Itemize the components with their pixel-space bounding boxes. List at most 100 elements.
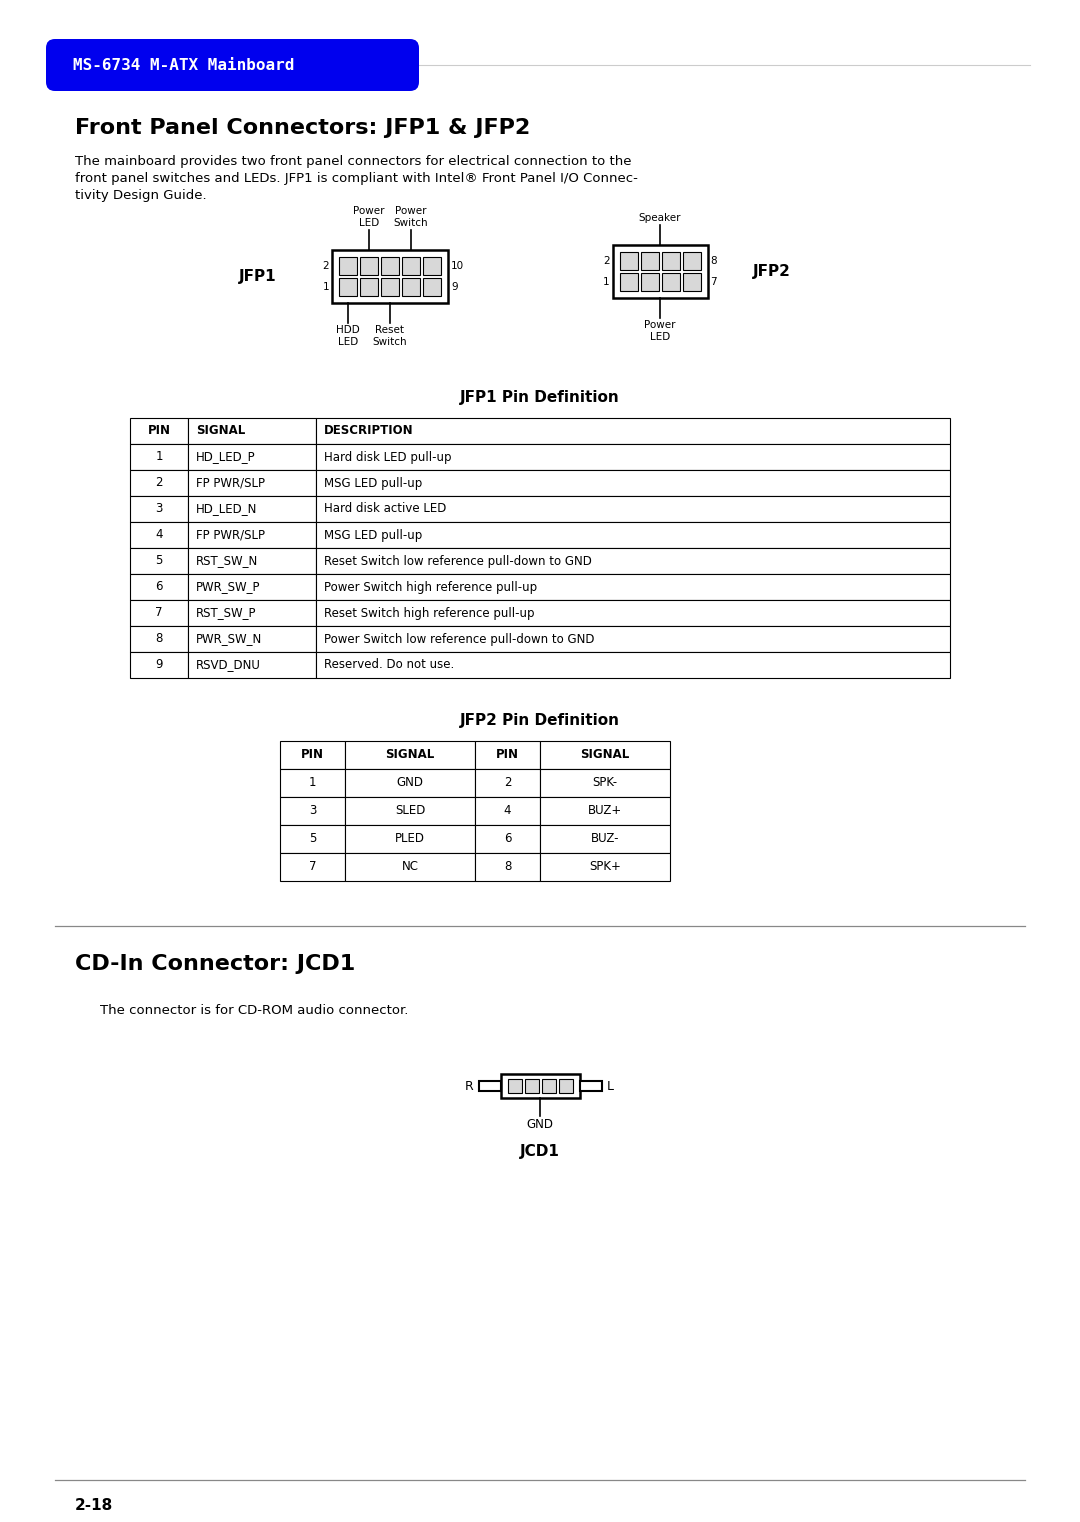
Text: JFP1 Pin Definition: JFP1 Pin Definition <box>460 390 620 405</box>
Bar <box>339 257 357 275</box>
Bar <box>316 548 950 574</box>
Text: 6: 6 <box>503 833 511 846</box>
Bar <box>280 769 345 798</box>
Text: tivity Design Guide.: tivity Design Guide. <box>75 189 206 202</box>
Bar <box>640 253 659 269</box>
Text: 5: 5 <box>156 554 163 568</box>
Bar <box>188 626 316 651</box>
Text: 6: 6 <box>156 580 163 594</box>
Text: 10: 10 <box>451 260 464 271</box>
Bar <box>540 852 670 881</box>
Text: NC: NC <box>402 860 419 874</box>
Text: JFP2 Pin Definition: JFP2 Pin Definition <box>460 712 620 728</box>
Bar <box>316 496 950 522</box>
Bar <box>640 272 659 291</box>
FancyBboxPatch shape <box>46 40 419 91</box>
Text: 7: 7 <box>309 860 316 874</box>
Text: 1: 1 <box>322 282 329 292</box>
Bar <box>540 741 670 769</box>
Bar <box>360 257 378 275</box>
Bar <box>188 496 316 522</box>
Text: MSG LED pull-up: MSG LED pull-up <box>324 528 422 542</box>
Bar <box>360 279 378 295</box>
Bar <box>130 651 188 677</box>
Text: 8: 8 <box>156 633 163 645</box>
Bar <box>332 250 448 303</box>
Text: HD_LED_N: HD_LED_N <box>195 502 257 516</box>
Text: SIGNAL: SIGNAL <box>580 749 630 761</box>
Bar <box>188 548 316 574</box>
Bar <box>316 444 950 470</box>
Text: 1: 1 <box>603 277 609 288</box>
Text: 3: 3 <box>309 805 316 817</box>
Text: The connector is for CD-ROM audio connector.: The connector is for CD-ROM audio connec… <box>100 1005 408 1017</box>
Text: FP PWR/SLP: FP PWR/SLP <box>195 476 265 490</box>
Text: 2: 2 <box>156 476 163 490</box>
Bar <box>540 769 670 798</box>
Text: Power
LED: Power LED <box>353 207 384 228</box>
Bar <box>580 1081 602 1091</box>
Bar <box>402 257 420 275</box>
Bar <box>423 279 441 295</box>
Bar <box>381 257 399 275</box>
Bar <box>475 741 540 769</box>
Text: PIN: PIN <box>301 749 324 761</box>
Text: 8: 8 <box>711 256 717 266</box>
Text: BUZ-: BUZ- <box>591 833 619 846</box>
Text: MSG LED pull-up: MSG LED pull-up <box>324 476 422 490</box>
Bar <box>661 272 679 291</box>
Bar <box>188 470 316 496</box>
Bar <box>188 444 316 470</box>
Text: 2: 2 <box>503 776 511 790</box>
Bar <box>280 798 345 825</box>
Bar <box>316 651 950 677</box>
Bar <box>508 1079 522 1093</box>
Bar <box>683 272 701 291</box>
Text: front panel switches and LEDs. JFP1 is compliant with Intel® Front Panel I/O Con: front panel switches and LEDs. JFP1 is c… <box>75 172 638 186</box>
Bar <box>475 825 540 852</box>
Bar <box>280 825 345 852</box>
Bar <box>558 1079 572 1093</box>
Bar <box>130 522 188 548</box>
Bar <box>541 1079 555 1093</box>
Bar <box>661 253 679 269</box>
Bar <box>188 574 316 600</box>
Bar <box>475 852 540 881</box>
Text: Power
LED: Power LED <box>645 320 676 341</box>
Bar <box>683 253 701 269</box>
Bar <box>620 253 637 269</box>
Bar <box>316 626 950 651</box>
Text: Reserved. Do not use.: Reserved. Do not use. <box>324 659 455 671</box>
Bar <box>188 651 316 677</box>
Text: HD_LED_P: HD_LED_P <box>195 451 256 464</box>
Text: Power Switch high reference pull-up: Power Switch high reference pull-up <box>324 580 537 594</box>
Text: PLED: PLED <box>395 833 426 846</box>
Text: HDD
LED: HDD LED <box>336 326 360 347</box>
Text: GND: GND <box>396 776 423 790</box>
Bar <box>345 741 475 769</box>
Bar <box>540 825 670 852</box>
Text: SPK+: SPK+ <box>589 860 621 874</box>
Bar <box>188 419 316 444</box>
Bar <box>345 798 475 825</box>
Text: RST_SW_N: RST_SW_N <box>195 554 258 568</box>
Bar <box>316 419 950 444</box>
Text: 9: 9 <box>451 282 458 292</box>
Bar <box>130 574 188 600</box>
Bar <box>525 1079 539 1093</box>
Bar <box>316 522 950 548</box>
Bar <box>280 852 345 881</box>
Bar <box>280 741 345 769</box>
Text: 4: 4 <box>503 805 511 817</box>
Bar <box>130 419 188 444</box>
Text: 1: 1 <box>309 776 316 790</box>
Text: PWR_SW_N: PWR_SW_N <box>195 633 262 645</box>
Text: DESCRIPTION: DESCRIPTION <box>324 425 414 437</box>
Text: 7: 7 <box>711 277 717 288</box>
Text: Front Panel Connectors: JFP1 & JFP2: Front Panel Connectors: JFP1 & JFP2 <box>75 119 530 139</box>
Text: Reset Switch high reference pull-up: Reset Switch high reference pull-up <box>324 606 535 619</box>
Bar <box>188 522 316 548</box>
Text: SIGNAL: SIGNAL <box>386 749 434 761</box>
Bar <box>475 798 540 825</box>
Bar <box>130 470 188 496</box>
